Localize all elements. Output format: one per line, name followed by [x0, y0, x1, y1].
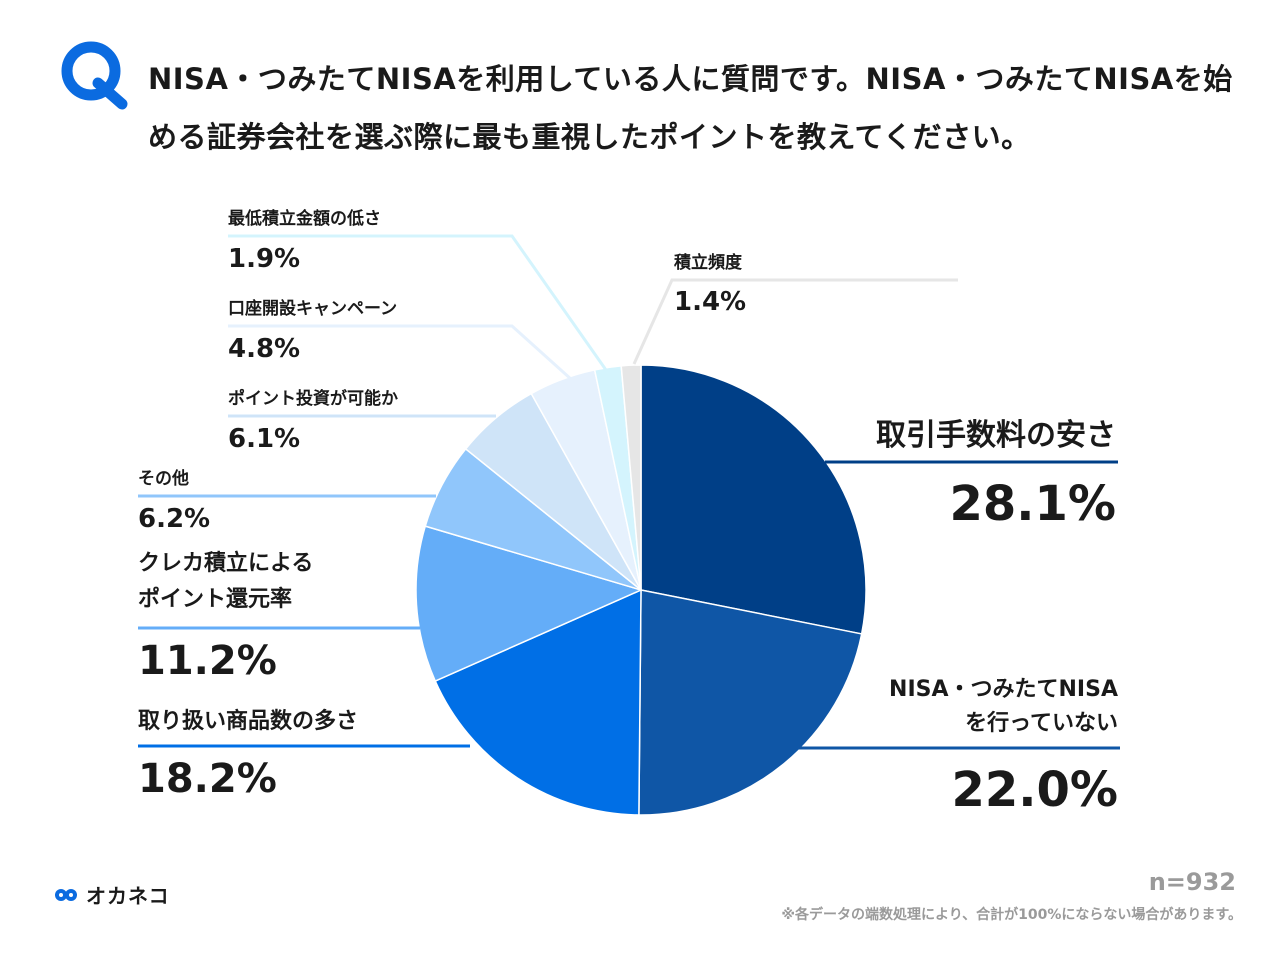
label-not-using-name2: を行っていない [965, 711, 1118, 736]
okaneko-logo-icon [55, 888, 77, 901]
label-products-value: 18.2% [138, 756, 277, 802]
label-point-invest-name: ポイント投資が可能か [228, 389, 398, 409]
leader-lines [138, 234, 1120, 750]
label-point-invest-value: 6.1% [228, 424, 301, 454]
label-min-amount-value: 1.9% [228, 244, 301, 274]
question-mark-icon [56, 36, 130, 110]
pie-slice-credit [415, 525, 644, 683]
label-other-value: 6.2% [138, 504, 211, 534]
sample-size: n=932 [1148, 868, 1236, 896]
label-credit-name2: ポイント還元率 [138, 587, 293, 612]
pie-slice-products [434, 588, 642, 816]
label-not-using-name1: NISA・つみたてNISA [889, 677, 1118, 702]
label-credit-name1: クレカ積立による [138, 551, 314, 576]
pie-slices [415, 364, 867, 816]
leader-line-min-amount [228, 234, 608, 371]
label-campaign-value: 4.8% [228, 334, 301, 364]
label-not-using-value: 22.0% [951, 762, 1118, 818]
logo-text: オカネコ [86, 884, 170, 908]
question-text: NISA・つみたてNISAを利用している人に質問です。NISA・つみたてNISA… [148, 62, 1233, 154]
leader-line-frequency [632, 278, 958, 365]
pie-slice-not-using [638, 589, 863, 816]
pie-slice-fee [640, 364, 867, 635]
label-frequency-name: 積立頻度 [674, 253, 742, 273]
okaneko-logo: オカネコ [54, 880, 170, 909]
leader-line-campaign [228, 324, 574, 382]
label-fee-name: 取引手数料の安さ [876, 418, 1116, 453]
label-campaign-name: 口座開設キャンペーン [228, 299, 398, 319]
label-frequency-value: 1.4% [674, 287, 747, 317]
label-other-name: その他 [138, 469, 189, 489]
label-fee-value: 28.1% [949, 476, 1116, 532]
label-credit-value: 11.2% [138, 638, 277, 684]
label-products-name: 取り扱い商品数の多さ [138, 709, 359, 734]
footnote: ※各データの端数処理により、合計が100%にならない場合があります。 [781, 907, 1242, 923]
label-min-amount-name: 最低積立金額の低さ [228, 209, 381, 229]
pie-slice-frequency [620, 364, 642, 591]
